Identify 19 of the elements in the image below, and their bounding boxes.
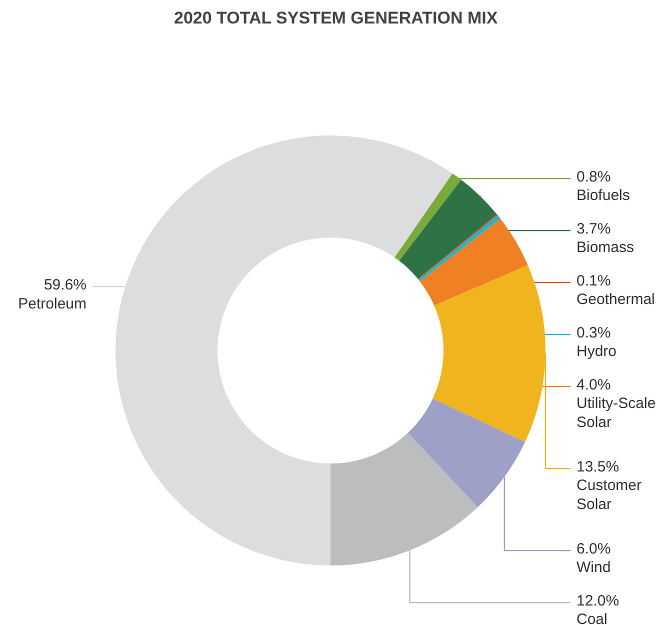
slice-label: Customer Solar bbox=[576, 477, 642, 513]
slice-label: Geothermal bbox=[576, 291, 655, 308]
data-label: 0.3% bbox=[576, 324, 611, 342]
data-label: 6.0% bbox=[576, 540, 611, 558]
data-label: 3.7% bbox=[576, 220, 611, 238]
slice-label: Wind bbox=[576, 559, 611, 576]
slice-label: Utility-Scale Solar bbox=[576, 395, 656, 431]
slice-label: Biomass bbox=[576, 239, 634, 256]
data-label: 59.6% bbox=[44, 276, 87, 294]
slice-label: Biofuels bbox=[576, 187, 630, 204]
data-label: 4.0% bbox=[576, 376, 611, 394]
data-label: 0.1% bbox=[576, 272, 611, 290]
slice-label: Petroleum bbox=[18, 295, 87, 312]
slice-label: Hydro bbox=[576, 343, 617, 360]
data-label: 13.5% bbox=[576, 458, 620, 476]
chart-title: 2020 TOTAL SYSTEM GENERATION MIX bbox=[174, 8, 498, 28]
data-label: 0.8% bbox=[576, 168, 611, 186]
slice-label: Coal bbox=[576, 611, 608, 625]
data-label: 12.0% bbox=[576, 592, 620, 610]
